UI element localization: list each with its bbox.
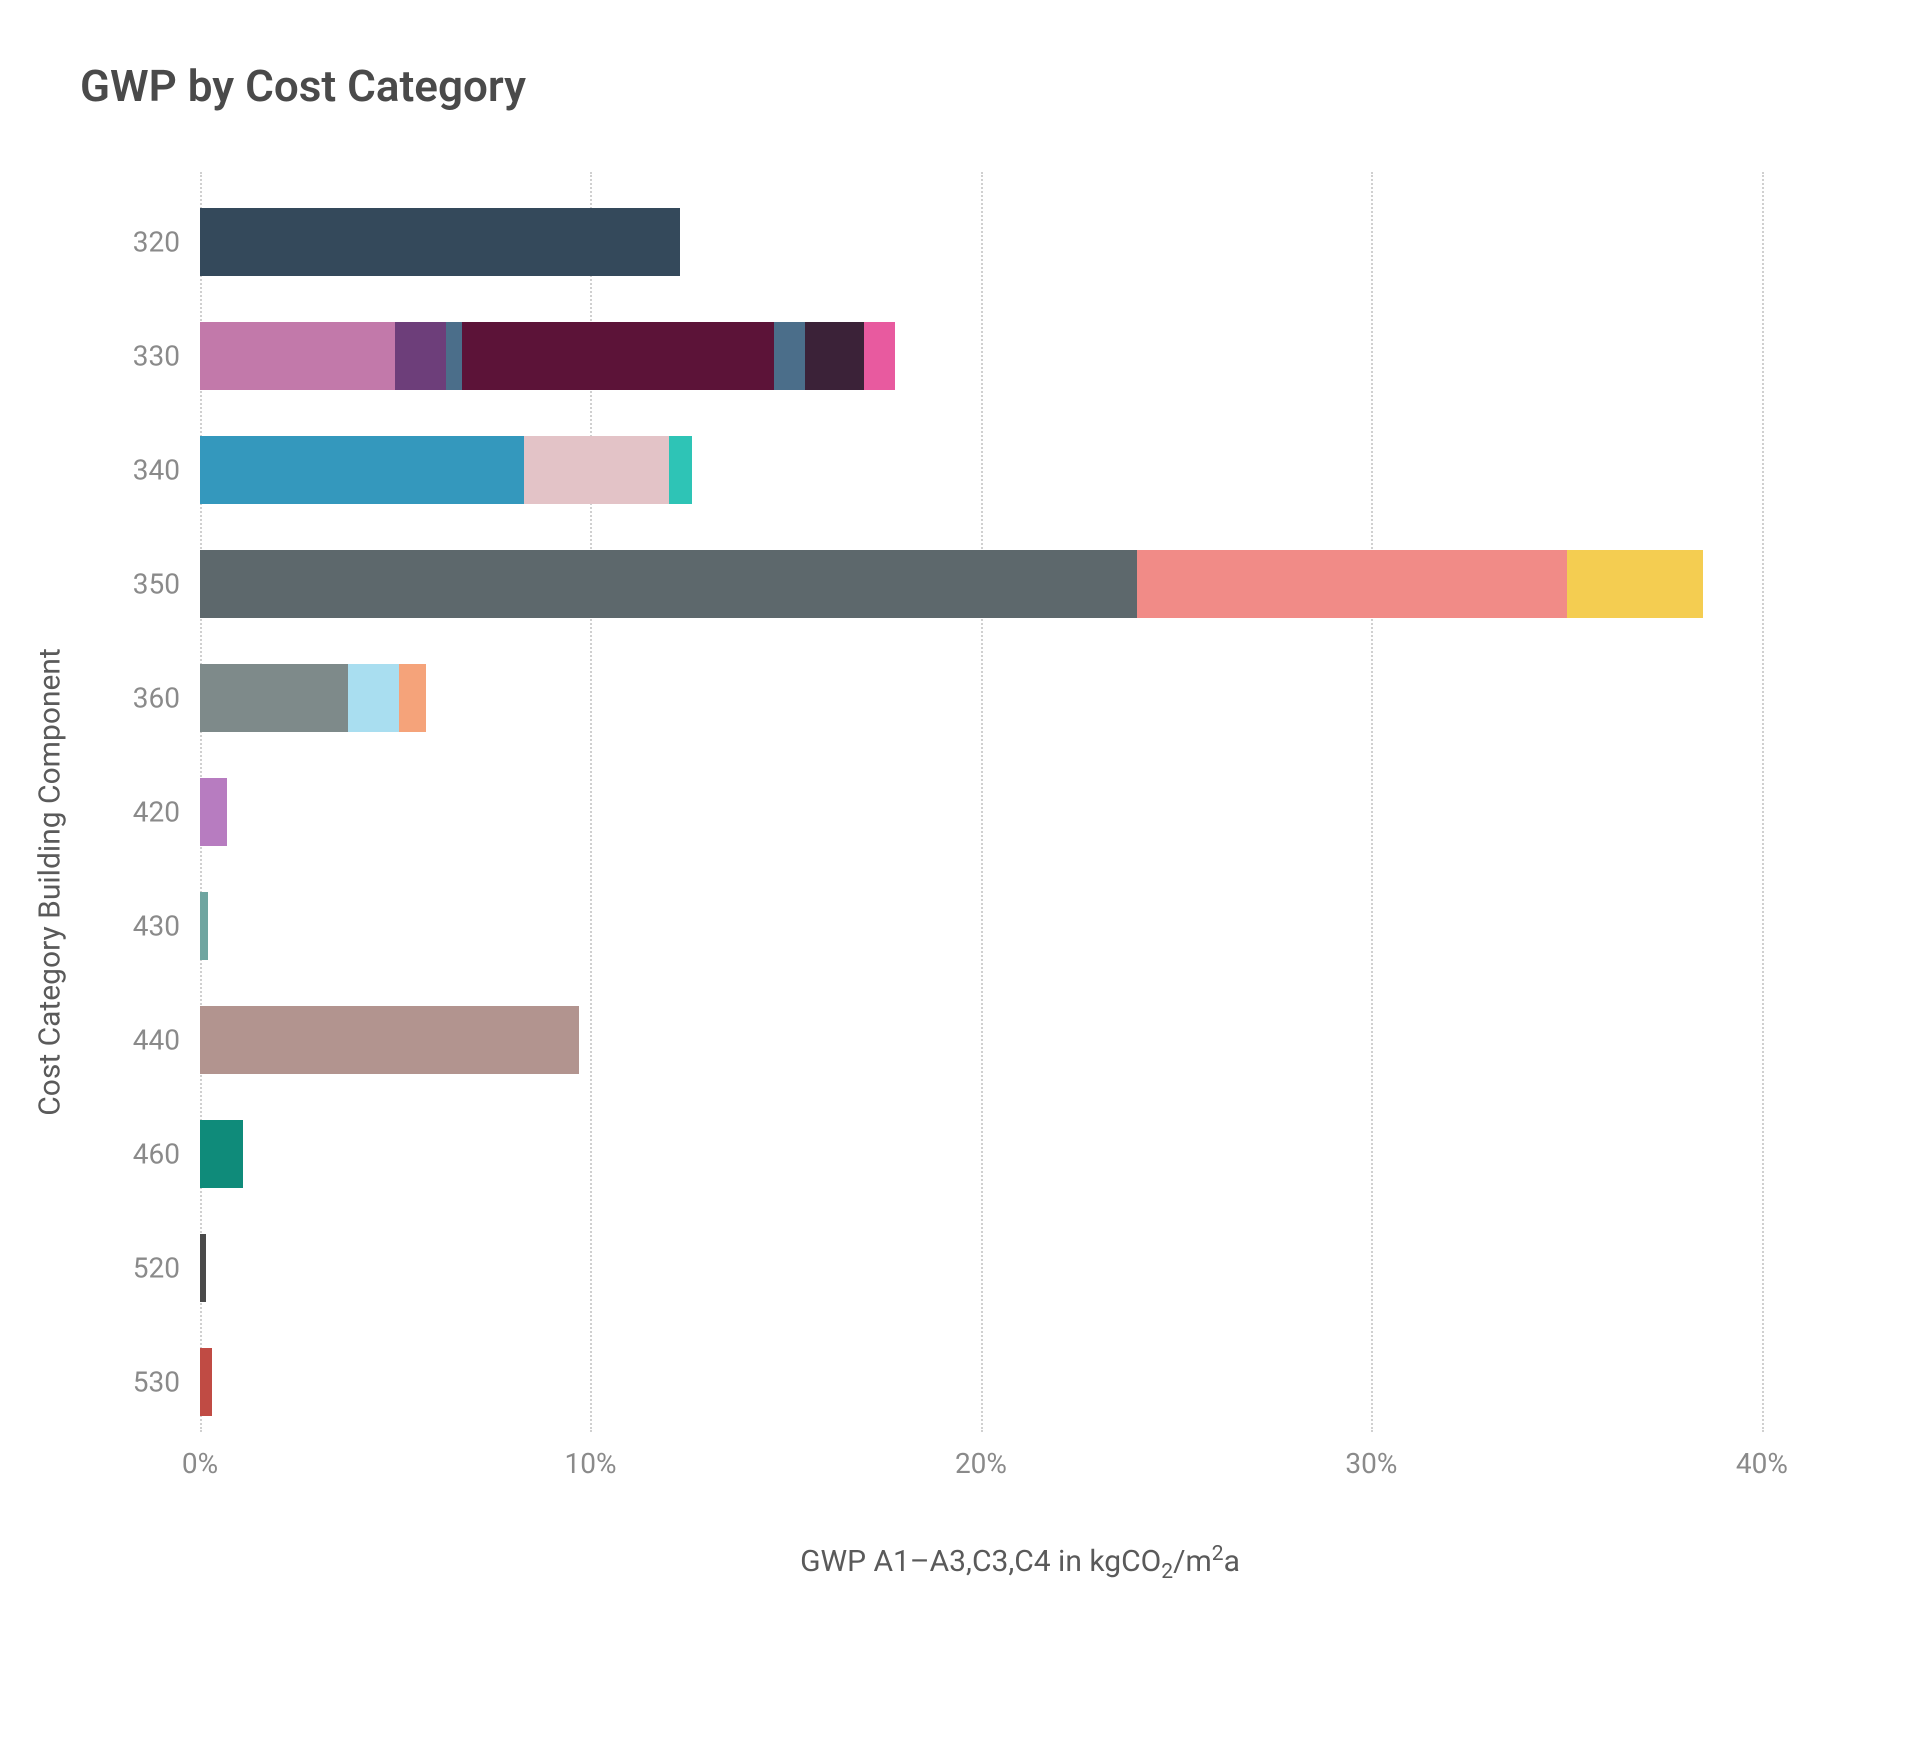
bar-row xyxy=(200,322,1840,390)
bar-segment xyxy=(200,664,348,732)
y-tick-label: 530 xyxy=(133,1366,180,1399)
chart-container: GWP by Cost Category Cost Category Build… xyxy=(0,0,1920,1742)
bar-row xyxy=(200,208,1840,276)
x-tick-label: 40% xyxy=(1736,1447,1788,1480)
bar-segment xyxy=(200,1120,243,1188)
bar-row xyxy=(200,1006,1840,1074)
y-tick-label: 420 xyxy=(133,796,180,829)
bar-segment xyxy=(462,322,774,390)
bar-segment xyxy=(774,322,805,390)
y-tick-label: 430 xyxy=(133,910,180,943)
bar-segment xyxy=(348,664,399,732)
chart-title: GWP by Cost Category xyxy=(80,60,1840,112)
bar-segment xyxy=(805,322,864,390)
y-axis-label: Cost Category Building Component xyxy=(33,648,68,1116)
bar-segment xyxy=(200,1234,206,1302)
bar-row xyxy=(200,550,1840,618)
y-tick-label: 360 xyxy=(133,682,180,715)
bar-segment xyxy=(864,322,895,390)
x-tick-label: 20% xyxy=(955,1447,1007,1480)
y-axis: 320 330 340 350 360 420 430 440 460 520 530 xyxy=(80,172,200,1592)
bar-row xyxy=(200,1234,1840,1302)
chart-area: Cost Category Building Component 3203303… xyxy=(80,172,1840,1592)
bar-segment xyxy=(200,208,680,276)
x-axis: GWP A1–A3,C3,C4 in kgCO2/m2a 0%10%20%30%… xyxy=(200,1432,1840,1492)
y-tick-label: 330 xyxy=(133,340,180,373)
bar-segment xyxy=(399,664,426,732)
bar-segment xyxy=(669,436,692,504)
bar-segment xyxy=(1137,550,1567,618)
bar-row xyxy=(200,664,1840,732)
bar-segment xyxy=(446,322,462,390)
bar-segment xyxy=(200,892,208,960)
bar-segment xyxy=(200,436,524,504)
bar-row xyxy=(200,778,1840,846)
y-tick-label: 320 xyxy=(133,226,180,259)
x-tick-label: 30% xyxy=(1345,1447,1397,1480)
bar-segment xyxy=(1567,550,1704,618)
bar-row xyxy=(200,892,1840,960)
bar-segment xyxy=(524,436,668,504)
x-tick-label: 10% xyxy=(564,1447,616,1480)
plot-area: GWP A1–A3,C3,C4 in kgCO2/m2a 0%10%20%30%… xyxy=(200,172,1840,1432)
y-tick-label: 520 xyxy=(133,1252,180,1285)
y-tick-label: 440 xyxy=(133,1024,180,1057)
bar-row xyxy=(200,436,1840,504)
y-tick-label: 460 xyxy=(133,1138,180,1171)
y-tick-label: 340 xyxy=(133,454,180,487)
x-axis-label: GWP A1–A3,C3,C4 in kgCO2/m2a xyxy=(800,1542,1240,1584)
bar-row xyxy=(200,1120,1840,1188)
x-tick-label: 0% xyxy=(182,1447,218,1480)
bar-row xyxy=(200,1348,1840,1416)
bar-segment xyxy=(200,1348,212,1416)
bar-segment xyxy=(200,550,1137,618)
bar-segment xyxy=(200,322,395,390)
bar-segment xyxy=(395,322,446,390)
bar-segment xyxy=(200,778,227,846)
bar-segment xyxy=(200,1006,579,1074)
y-tick-label: 350 xyxy=(133,568,180,601)
